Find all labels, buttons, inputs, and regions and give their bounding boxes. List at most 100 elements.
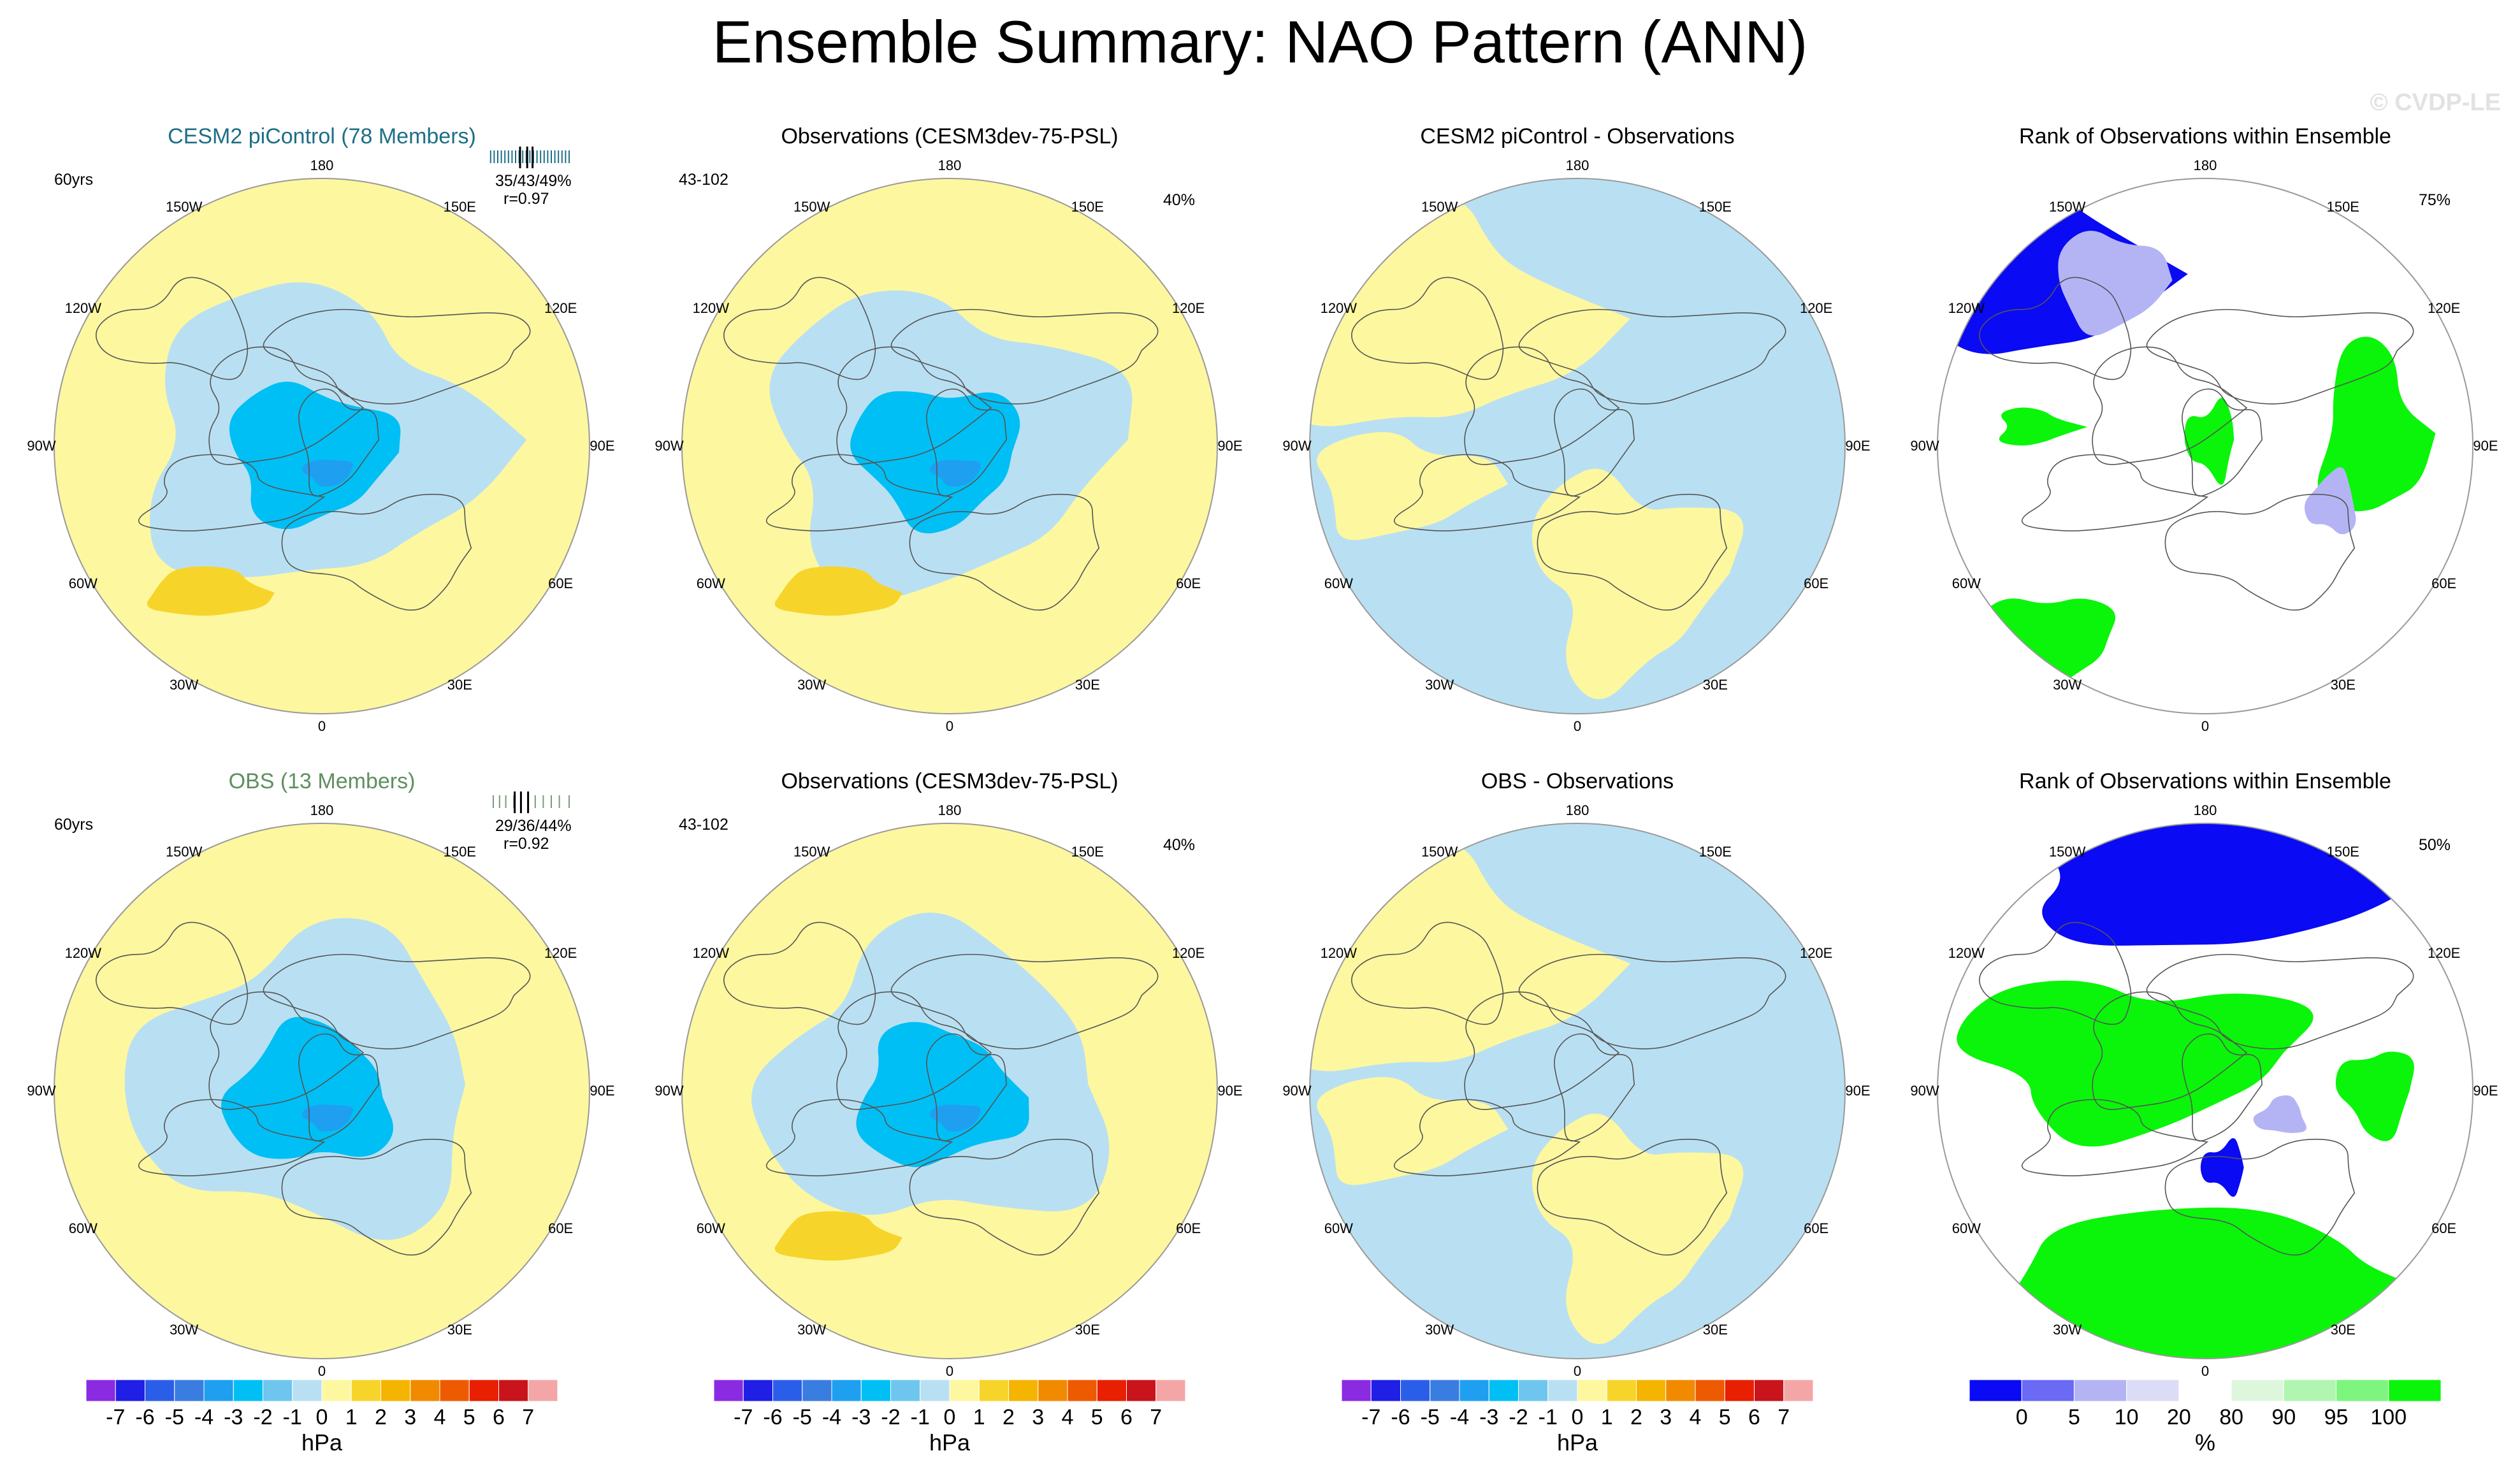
longitude-label: 0: [1573, 718, 1582, 734]
colorbar-label: 1: [345, 1405, 358, 1429]
colorbar-label: -4: [194, 1405, 214, 1429]
colorbar-swatch: [1400, 1379, 1431, 1402]
longitude-label: 0: [945, 718, 954, 734]
coastlines: [96, 277, 531, 611]
longitude-label: 120W: [64, 300, 102, 316]
field-positive: [54, 178, 590, 714]
colorbar-swatch: [1636, 1379, 1667, 1402]
longitude-label: 60E: [2431, 575, 2457, 592]
colorbar-label: -3: [1479, 1405, 1499, 1429]
longitude-label: 0: [2201, 1363, 2210, 1379]
pattern-correlation: r=0.92: [503, 835, 549, 853]
longitude-label: 90E: [1217, 1083, 1243, 1099]
longitude-label: 180: [938, 802, 962, 818]
coastlines: [1351, 277, 1786, 611]
longitude-label: 60E: [1176, 575, 1201, 592]
longitude-label: 120W: [64, 944, 102, 961]
longitude-label: 150W: [2048, 199, 2086, 215]
map-boundary: [681, 823, 1218, 1359]
colorbar-label: -6: [1391, 1405, 1410, 1429]
longitude-label: 30E: [2330, 1321, 2356, 1338]
colorbar-swatch: [713, 1379, 744, 1402]
longitude-label: 150E: [1698, 844, 1732, 860]
colorbar-swatch: [742, 1379, 773, 1402]
rank-low: [2042, 823, 2423, 946]
member-strip: [489, 147, 570, 168]
longitude-label: 0: [317, 1363, 326, 1379]
colorbar-label: 3: [1032, 1405, 1045, 1429]
colorbar-label: 2: [375, 1405, 387, 1429]
longitude-label: 90E: [1217, 438, 1243, 454]
colorbar-swatch: [292, 1379, 322, 1402]
colorbar-unit: hPa: [1556, 1429, 1598, 1456]
longitude-label: 150E: [1698, 199, 1732, 215]
longitude-label: 120W: [1948, 300, 1985, 316]
longitude-label: 150W: [1421, 199, 1458, 215]
colorbar-label: -2: [1509, 1405, 1528, 1429]
colorbar-label: 5: [463, 1405, 475, 1429]
longitude-label: 90W: [1910, 1083, 1939, 1099]
colorbar-label: -2: [253, 1405, 273, 1429]
longitude-label: 90W: [1282, 1083, 1312, 1099]
rank-high: [1973, 1207, 2467, 1359]
pattern-correlation: r=0.97: [503, 190, 549, 208]
rank-low: [2200, 1138, 2244, 1197]
rank-high: [1957, 980, 2314, 1147]
field-level-neg1: [150, 282, 527, 578]
longitude-label: 0: [945, 1363, 954, 1379]
colorbar-label: 1: [973, 1405, 985, 1429]
longitude-label: 180: [310, 802, 334, 818]
field-positive: [682, 178, 1217, 714]
colorbar-swatch: [1783, 1379, 1814, 1402]
longitude-label: 120E: [1171, 944, 1205, 961]
longitude-label: 60E: [2431, 1220, 2457, 1237]
colorbar-label: 20: [2166, 1405, 2191, 1429]
longitude-label: 120E: [1799, 300, 1833, 316]
colorbar-swatch: [203, 1379, 234, 1402]
colorbar: [1969, 1379, 2442, 1402]
longitude-label: 150W: [793, 844, 830, 860]
colorbar-swatch: [263, 1379, 293, 1402]
rank-low2: [2058, 231, 2173, 336]
field-level-pos2: [774, 1211, 902, 1261]
longitude-label: 90E: [590, 438, 615, 454]
colorbar-swatch: [1067, 1379, 1097, 1402]
longitude-label: 30E: [447, 1321, 472, 1338]
colorbar-swatch: [1665, 1379, 1696, 1402]
percent-note: 75%: [2419, 191, 2451, 209]
colorbar-swatch: [1695, 1379, 1725, 1402]
colorbar-swatch: [772, 1379, 803, 1402]
longitude-label: 150W: [165, 844, 203, 860]
colorbar-swatch: [85, 1379, 116, 1402]
field-level-neg2: [229, 381, 401, 530]
colorbar-swatch: [1518, 1379, 1549, 1402]
longitude-label: 30E: [1075, 1321, 1100, 1338]
colorbar-label: -4: [822, 1405, 842, 1429]
longitude-label: 30W: [2053, 676, 2082, 693]
colorbar-label: 6: [1120, 1405, 1133, 1429]
colorbar-label: 0: [943, 1405, 956, 1429]
colorbar-label: 2: [1630, 1405, 1642, 1429]
pattern-stats: 35/43/49%: [495, 172, 572, 190]
colorbar-swatch: [1155, 1379, 1186, 1402]
field-level-pos2: [774, 566, 902, 616]
colorbar: [1341, 1379, 1814, 1402]
longitude-label: 120W: [1948, 944, 1985, 961]
colorbar-label: 7: [1778, 1405, 1790, 1429]
percent-note: 40%: [1163, 191, 1196, 209]
longitude-label: 90E: [2473, 438, 2498, 454]
colorbar-label: 7: [1150, 1405, 1162, 1429]
colorbar-label: -5: [164, 1405, 184, 1429]
longitude-label: 120E: [544, 944, 577, 961]
longitude-label: 120W: [692, 944, 730, 961]
colorbar: [713, 1379, 1186, 1402]
rank-field-mid: [1937, 178, 2473, 714]
colorbar-label: -1: [282, 1405, 302, 1429]
colorbar-label: 7: [522, 1405, 535, 1429]
colorbar-unit: hPa: [929, 1429, 971, 1456]
longitude-label: 60W: [68, 575, 98, 592]
longitude-label: 60E: [548, 575, 574, 592]
longitude-label: 150W: [2048, 844, 2086, 860]
colorbar-swatch: [802, 1379, 832, 1402]
